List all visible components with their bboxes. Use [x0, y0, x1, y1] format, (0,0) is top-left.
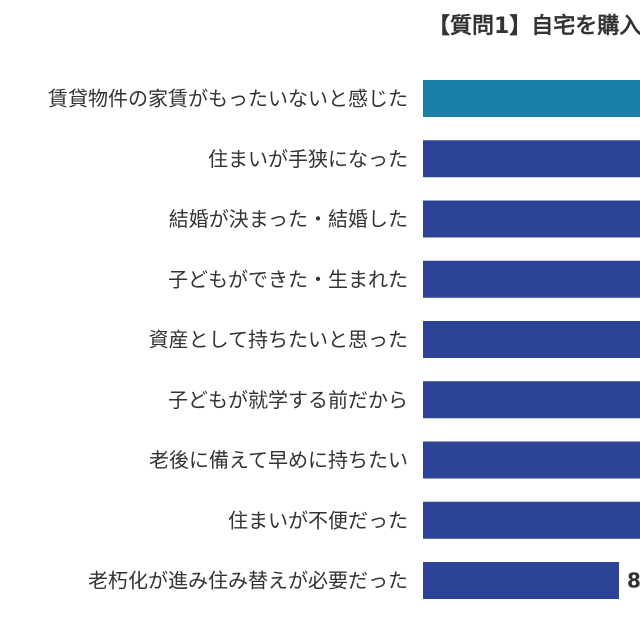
bar-7 [423, 441, 640, 479]
category-labels: 賃貸物件の家賃がもったいないと感じた住まいが手狭になった結婚が決まった・結婚した… [48, 87, 408, 593]
bar-1 [423, 80, 640, 117]
bar-6 [423, 381, 640, 419]
bars-layer [423, 80, 640, 599]
chart-title: 【質問1】自宅を購入 [428, 14, 640, 39]
category-label-2: 住まいが手狭になった [208, 147, 408, 171]
category-label-7: 老後に備えて早めに持ちたい [149, 448, 408, 472]
bar-3 [423, 200, 640, 238]
bar-2 [423, 140, 640, 178]
bar-8 [423, 501, 640, 539]
bar-9 [423, 562, 619, 599]
bar-5 [423, 321, 640, 358]
category-label-6: 子どもが就学する前だから [168, 388, 408, 412]
category-label-3: 結婚が決まった・結婚した [169, 207, 408, 231]
category-label-8: 住まいが不便だった [228, 508, 408, 532]
bar-4 [423, 260, 640, 298]
category-label-9: 老朽化が進み住み替えが必要だった [88, 569, 408, 593]
value-labels: 8 [627, 569, 640, 593]
category-label-1: 賃貸物件の家賃がもったいないと感じた [48, 87, 408, 111]
category-label-4: 子どもができた・生まれた [168, 267, 408, 291]
category-label-5: 資産として持ちたいと思った [149, 328, 408, 352]
value-label-9: 8 [627, 569, 640, 593]
